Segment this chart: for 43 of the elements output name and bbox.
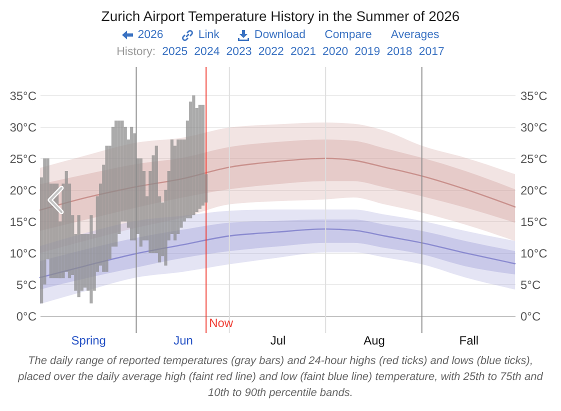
text: Download [254, 29, 306, 41]
x-tick-label: Fall [459, 334, 479, 348]
chart-title: Zurich Airport Temperature History in the Summer of 2026 [100, 8, 461, 24]
x-tick-label: Jul [270, 334, 286, 348]
y2-tick-label: 35°C [520, 88, 548, 103]
y2-tick-label: 20°C [520, 183, 548, 198]
text: 2025 [162, 46, 188, 58]
text: 2024 [194, 46, 220, 58]
y-tick-label: 0°C [16, 310, 37, 324]
text: 2026 [138, 29, 164, 41]
text: Compare [324, 29, 372, 41]
text: 2020 [322, 46, 348, 58]
y-tick-label: 30°C [10, 120, 37, 134]
text: Link [198, 29, 220, 41]
y-tick-label: 35°C [10, 88, 37, 103]
y2-tick-label: 0°C [520, 310, 541, 324]
text: 2022 [258, 46, 284, 58]
text: 2017 [418, 46, 444, 58]
y2-tick-label: 10°C [520, 246, 548, 260]
y-tick-label: 25°C [10, 152, 37, 166]
ref-line-label: Now [209, 316, 234, 330]
text: History: [116, 46, 156, 58]
x-tick-label: Aug [364, 334, 385, 348]
y-tick-label: 5°C [16, 278, 37, 292]
y2-tick-label: 15°C [520, 214, 548, 229]
text: The daily range of reported temperatures (gray bars) and 24-hour highs (red ticks) and lows (blue ticks), placed over the daily average high (faint red line) and low (faint blue line) temperature, with 25th to 75th and 10th to 90th percentile bands. [18, 354, 543, 401]
text: 2019 [354, 46, 380, 58]
text: 2023 [226, 46, 252, 58]
text: Averages [390, 29, 440, 41]
bar [201, 104, 205, 206]
y-tick-label: 20°C [10, 183, 37, 198]
y-tick-label: 10°C [10, 246, 37, 260]
bar [77, 215, 80, 298]
x-tick-label: Spring [71, 334, 106, 348]
bar [90, 215, 93, 304]
y-tick-label: 15°C [10, 214, 37, 229]
y2-tick-label: 30°C [520, 120, 548, 134]
text: 2021 [290, 46, 316, 58]
y2-tick-label: 5°C [520, 278, 541, 292]
bar [139, 158, 142, 247]
text: 2018 [386, 46, 412, 58]
y2-tick-label: 25°C [520, 152, 548, 166]
x-tick-label: Jun [174, 334, 193, 348]
